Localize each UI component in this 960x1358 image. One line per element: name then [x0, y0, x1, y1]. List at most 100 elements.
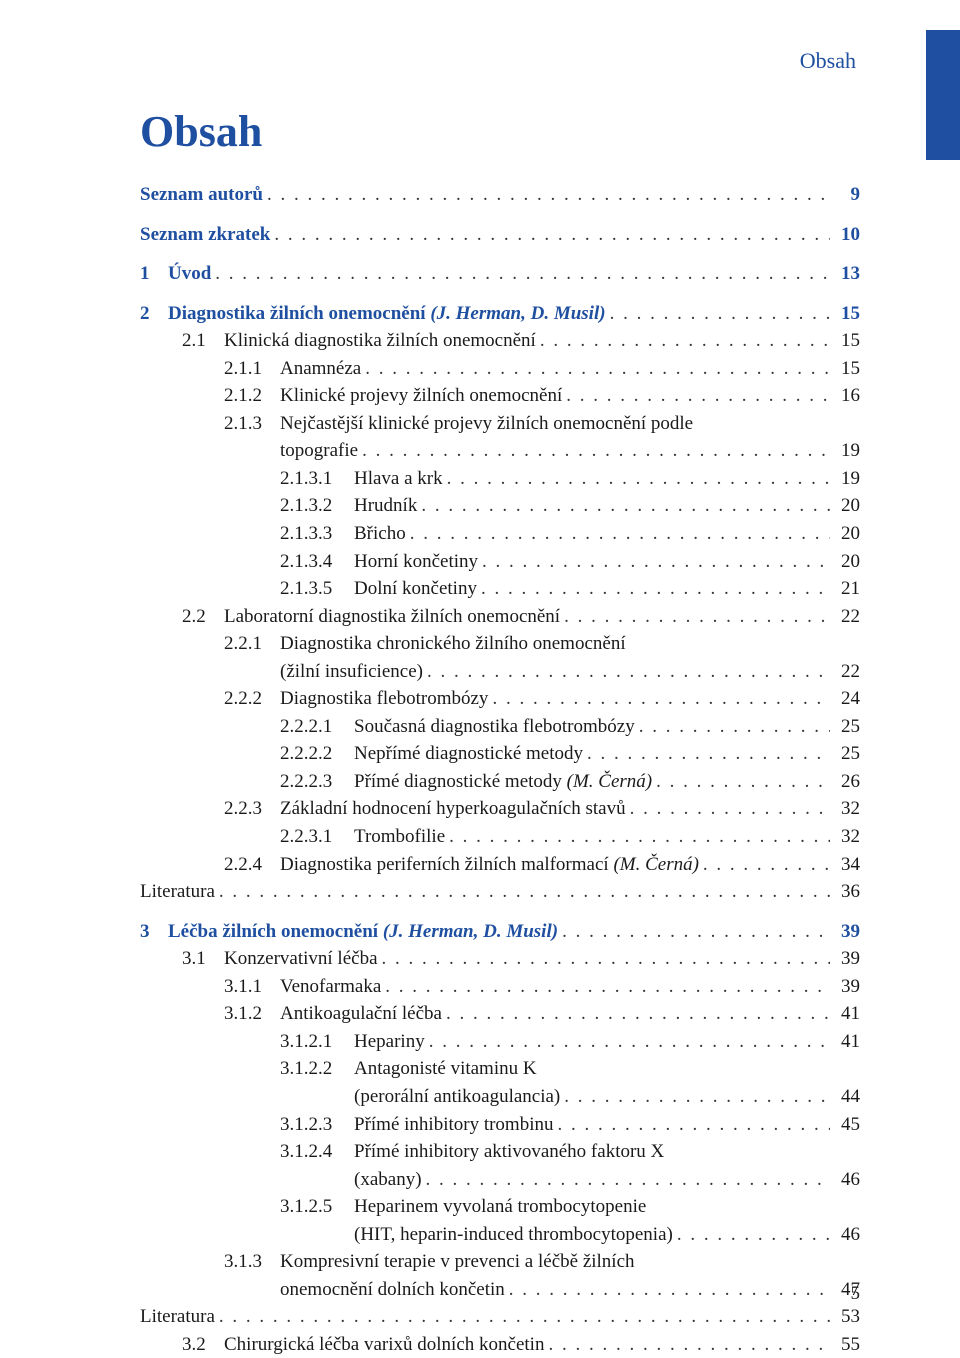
toc-entry: 3.1.2.4Přímé inhibitory aktivovaného fak…	[140, 1138, 860, 1166]
toc-entry-number: 3.1	[182, 945, 224, 973]
toc-entry-label: 3.1.2.3Přímé inhibitory trombinu	[140, 1111, 554, 1139]
toc-entry-number: 3.1.2.5	[280, 1193, 354, 1221]
toc-entry-number: 2	[140, 300, 168, 328]
toc-dot-leader: . . . . . . . . . . . . . . . . . . . . …	[215, 878, 830, 906]
toc-entry: 2.1.3.4Horní končetiny . . . . . . . . .…	[140, 548, 860, 576]
toc-entry: 3.1.3Kompresivní terapie v prevenci a lé…	[140, 1248, 860, 1276]
toc-dot-leader: . . . . . . . . . . . . . . . . . . . . …	[263, 181, 830, 209]
toc-entry: (žilní insuficience) . . . . . . . . . .…	[140, 658, 860, 686]
toc-entry-label: 3Léčba žilních onemocnění (J. Herman, D.…	[140, 918, 558, 946]
toc-dot-leader: . . . . . . . . . . . . . . . . . . . . …	[544, 1331, 830, 1358]
page-number: 5	[851, 1283, 861, 1305]
toc-entry-number: 2.1.2	[224, 382, 280, 410]
toc-entry: 3Léčba žilních onemocnění (J. Herman, D.…	[140, 918, 860, 946]
toc-entry-page: 20	[830, 520, 860, 548]
toc-entry-page: 24	[830, 685, 860, 713]
toc-entry-label: 2.1Klinická diagnostika žilních onemocně…	[140, 327, 536, 355]
toc-entry-page: 32	[830, 795, 860, 823]
toc-entry-page: 55	[830, 1331, 860, 1358]
toc-entry-page: 41	[830, 1000, 860, 1028]
toc-entry-author: (J. Herman, D. Musil)	[426, 303, 606, 324]
toc-entry-label: 2.1.3.1Hlava a krk	[140, 465, 443, 493]
thumb-tab	[926, 30, 960, 160]
toc-entry-number: 3.1.3	[224, 1248, 280, 1276]
toc-entry: 1Úvod . . . . . . . . . . . . . . . . . …	[140, 260, 860, 288]
page: Obsah Obsah Seznam autorů . . . . . . . …	[0, 0, 960, 1345]
toc-entry: (HIT, heparin-induced thrombocytopenia) …	[140, 1221, 860, 1249]
toc-entry-page: 15	[830, 355, 860, 383]
toc-entry-number: 2.1.3.2	[280, 492, 354, 520]
toc-dot-leader: . . . . . . . . . . . . . . . . . . . . …	[505, 1276, 830, 1304]
toc-entry-number: 3.1.2	[224, 1000, 280, 1028]
toc-entry: 3.1.2.2Antagonisté vitaminu K	[140, 1055, 860, 1083]
toc-dot-leader: . . . . . . . . . . . . . . . . . . . . …	[381, 973, 830, 1001]
toc-entry-label: 2.1.3.3Břicho	[140, 520, 406, 548]
toc-dot-leader: . . . . . . . . . . . . . . . . . . . . …	[536, 327, 830, 355]
toc-entry-number: 3.1.2.2	[280, 1055, 354, 1083]
toc-entry-page: 22	[830, 658, 860, 686]
toc-entry-label: 3.1.2.1Hepariny	[140, 1028, 425, 1056]
toc-entry-label: 2.1.2Klinické projevy žilních onemocnění	[140, 382, 562, 410]
toc-dot-leader: . . . . . . . . . . . . . . . . . . . . …	[215, 1303, 830, 1331]
toc-entry-page: 39	[830, 945, 860, 973]
toc-entry: Seznam autorů . . . . . . . . . . . . . …	[140, 181, 860, 209]
toc-entry-page: 13	[830, 260, 860, 288]
toc-dot-leader: . . . . . . . . . . . . . . . . . . . . …	[270, 221, 830, 249]
toc-dot-leader: . . . . . . . . . . . . . . . . . . . . …	[606, 300, 830, 328]
toc-dot-leader: . . . . . . . . . . . . . . . . . . . . …	[560, 603, 830, 631]
toc-dot-leader: . . . . . . . . . . . . . . . . . . . . …	[443, 465, 830, 493]
toc-entry-page: 21	[830, 575, 860, 603]
toc-dot-leader: . . . . . . . . . . . . . . . . . . . . …	[626, 795, 830, 823]
toc-entry-page: 20	[830, 548, 860, 576]
toc-dot-leader: . . . . . . . . . . . . . . . . . . . . …	[558, 918, 830, 946]
toc-entry-label: (žilní insuficience)	[140, 658, 423, 686]
toc-entry: 3.2Chirurgická léčba varixů dolních konč…	[140, 1331, 860, 1358]
toc-entry: 2.2.2.1Současná diagnostika flebotrombóz…	[140, 713, 860, 741]
toc-entry-label: 2.2.1Diagnostika chronického žilního one…	[140, 630, 626, 658]
toc-entry: 2.1.2Klinické projevy žilních onemocnění…	[140, 382, 860, 410]
toc-entry: 2.2.3Základní hodnocení hyperkoagulačníc…	[140, 795, 860, 823]
toc-dot-leader: . . . . . . . . . . . . . . . . . . . . …	[358, 437, 830, 465]
toc-entry-page: 32	[830, 823, 860, 851]
toc-entry: 2.2.3.1Trombofilie . . . . . . . . . . .…	[140, 823, 860, 851]
toc-entry-page: 25	[830, 740, 860, 768]
toc-entry-page: 15	[830, 300, 860, 328]
toc-entry-number: 2.1.3.1	[280, 465, 354, 493]
toc-entry: 3.1Konzervativní léčba . . . . . . . . .…	[140, 945, 860, 973]
table-of-contents: Seznam autorů . . . . . . . . . . . . . …	[140, 181, 860, 1358]
page-title: Obsah	[140, 106, 860, 157]
toc-dot-leader: . . . . . . . . . . . . . . . . . . . . …	[378, 945, 830, 973]
toc-entry-number: 2.2.2	[224, 685, 280, 713]
toc-entry: Literatura . . . . . . . . . . . . . . .…	[140, 878, 860, 906]
toc-entry-label: 2.1.3.4Horní končetiny	[140, 548, 478, 576]
toc-entry-number: 2.2.3.1	[280, 823, 354, 851]
toc-entry-number: 2.1.3.4	[280, 548, 354, 576]
toc-entry: 2.2.2.2Nepřímé diagnostické metody . . .…	[140, 740, 860, 768]
toc-entry-label: (xabany)	[140, 1166, 422, 1194]
running-head: Obsah	[140, 48, 860, 74]
toc-dot-leader: . . . . . . . . . . . . . . . . . . . . …	[417, 492, 830, 520]
toc-entry-label: 2.2Laboratorní diagnostika žilních onemo…	[140, 603, 560, 631]
toc-entry: 3.1.2Antikoagulační léčba . . . . . . . …	[140, 1000, 860, 1028]
toc-dot-leader: . . . . . . . . . . . . . . . . . . . . …	[488, 685, 830, 713]
toc-entry-number: 2.2.3	[224, 795, 280, 823]
toc-entry-author: (M. Černá)	[609, 854, 699, 875]
toc-entry: Seznam zkratek . . . . . . . . . . . . .…	[140, 221, 860, 249]
toc-entry-label: topografie	[140, 437, 358, 465]
toc-entry-page: 53	[830, 1303, 860, 1331]
toc-entry: 2.2.4Diagnostika periferních žilních mal…	[140, 851, 860, 879]
toc-entry-page: 44	[830, 1083, 860, 1111]
toc-entry-number: 3.1.1	[224, 973, 280, 1001]
toc-entry-number: 2.1.1	[224, 355, 280, 383]
toc-dot-leader: . . . . . . . . . . . . . . . . . . . . …	[583, 740, 830, 768]
toc-entry-page: 46	[830, 1166, 860, 1194]
toc-entry-label: 2.1.3.5Dolní končetiny	[140, 575, 477, 603]
toc-entry-number: 2.2.2.1	[280, 713, 354, 741]
toc-entry-number: 2.2	[182, 603, 224, 631]
toc-entry-number: 2.1.3	[224, 410, 280, 438]
toc-entry: 2.2.2Diagnostika flebotrombózy . . . . .…	[140, 685, 860, 713]
toc-entry: 2.2.1Diagnostika chronického žilního one…	[140, 630, 860, 658]
toc-entry-label: 2.1.3Nejčastější klinické projevy žilníc…	[140, 410, 693, 438]
toc-entry-page: 39	[830, 918, 860, 946]
toc-entry-label: (HIT, heparin-induced thrombocytopenia)	[140, 1221, 673, 1249]
